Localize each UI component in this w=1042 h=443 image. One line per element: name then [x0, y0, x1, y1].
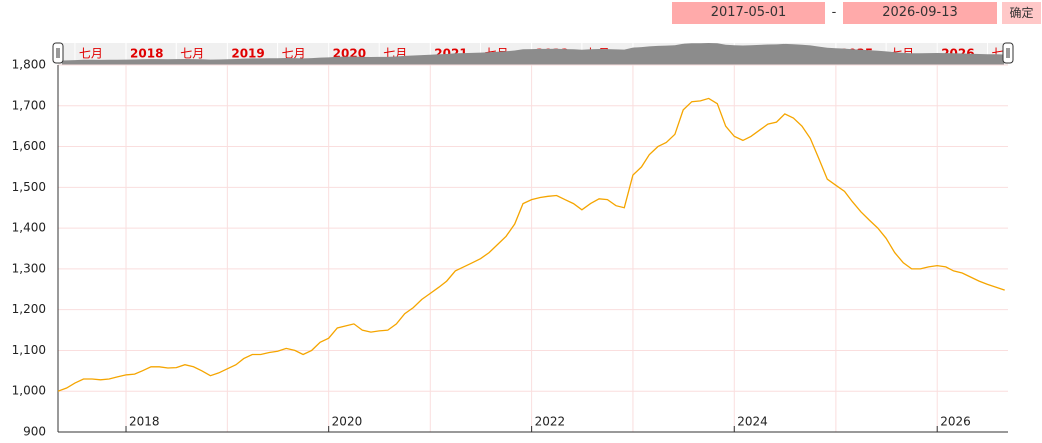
- y-tick-label: 900: [23, 425, 46, 439]
- x-tick-label: 2020: [332, 415, 363, 429]
- confirm-button[interactable]: 确定: [1002, 2, 1041, 24]
- y-tick-label: 1,000: [12, 384, 46, 398]
- y-tick-label: 1,400: [12, 221, 46, 235]
- y-tick-label: 1,200: [12, 302, 46, 316]
- navigator-label: 七月: [180, 47, 204, 61]
- y-tick-label: 1,600: [12, 139, 46, 153]
- y-tick-label: 1,500: [12, 180, 46, 194]
- x-tick-label: 2022: [535, 415, 566, 429]
- navigator-area: [62, 43, 1004, 65]
- navigator-label: 2018: [130, 47, 163, 61]
- y-tick-label: 1,800: [12, 58, 46, 72]
- series-line: [57, 97, 1005, 392]
- start-date-input[interactable]: 2017-05-01: [672, 2, 825, 24]
- navigator-label: 2019: [231, 47, 264, 61]
- range-separator: -: [831, 5, 837, 20]
- navigator-label: 七月: [282, 47, 306, 61]
- y-tick-label: 1,700: [12, 98, 46, 112]
- x-tick-label: 2024: [737, 415, 768, 429]
- end-date-input[interactable]: 2026-09-13: [843, 2, 997, 24]
- navigator-handle-right[interactable]: [1002, 42, 1014, 64]
- navigator-label: 七月: [79, 47, 103, 61]
- x-tick-label: 2026: [940, 415, 971, 429]
- navigator-handle-left[interactable]: [52, 42, 64, 64]
- x-tick-label: 2018: [129, 415, 160, 429]
- y-tick-label: 1,100: [12, 343, 46, 357]
- y-tick-label: 1,300: [12, 261, 46, 275]
